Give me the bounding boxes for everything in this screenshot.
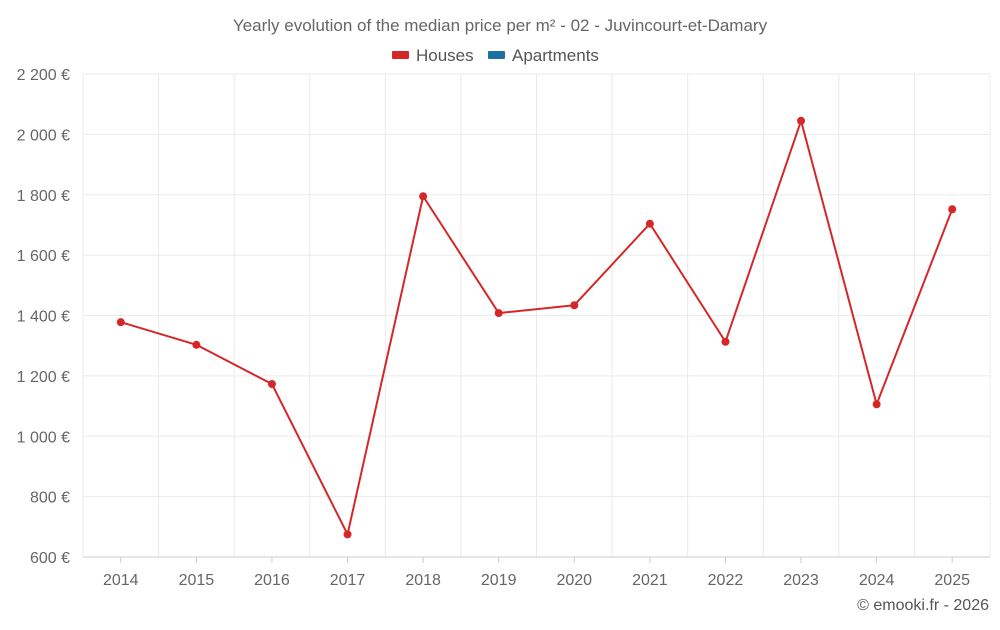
x-tick-label: 2023: [783, 572, 819, 589]
data-point-houses[interactable]: [797, 116, 806, 125]
x-tick-label: 2025: [934, 572, 970, 589]
y-tick-label: 800 €: [30, 490, 70, 507]
data-point-houses[interactable]: [948, 205, 957, 214]
data-point-houses[interactable]: [721, 337, 730, 346]
x-tick-label: 2024: [859, 572, 895, 589]
credit-text: © emooki.fr - 2026: [857, 597, 989, 614]
legend-label-apartments: Apartments: [512, 46, 599, 65]
x-tick-label: 2015: [179, 572, 215, 589]
y-tick-label: 600 €: [30, 550, 70, 567]
x-tick-label: 2017: [330, 572, 366, 589]
x-tick-label: 2020: [556, 572, 592, 589]
legend-item-houses[interactable]: Houses: [392, 46, 474, 65]
data-point-houses[interactable]: [494, 309, 503, 318]
data-point-houses[interactable]: [192, 340, 201, 349]
legend-swatch-houses: [392, 51, 409, 59]
data-point-houses[interactable]: [570, 301, 579, 310]
y-tick-label: 1 800 €: [17, 188, 70, 205]
chart-title: Yearly evolution of the median price per…: [233, 16, 768, 35]
legend-label-houses: Houses: [416, 46, 474, 65]
y-tick-label: 2 200 €: [17, 67, 70, 84]
grid: [82, 73, 991, 558]
y-tick-label: 1 600 €: [17, 248, 70, 265]
x-tick-label: 2014: [103, 572, 139, 589]
data-point-houses[interactable]: [645, 219, 654, 228]
series-layer: [116, 116, 957, 539]
x-tick-label: 2018: [405, 572, 441, 589]
data-point-houses[interactable]: [267, 380, 276, 389]
y-axis: 600 € 800 € 1 000 € 1 200 € 1 400 € 1 600 € 1 …: [17, 67, 70, 567]
x-tick-label: 2019: [481, 572, 517, 589]
y-tick-label: 2 000 €: [17, 127, 70, 144]
x-tick-label: 2016: [254, 572, 290, 589]
legend-swatch-apartments: [488, 51, 505, 59]
legend: Houses Apartments: [392, 46, 599, 65]
x-tick-label: 2022: [708, 572, 744, 589]
data-point-houses[interactable]: [419, 192, 428, 201]
data-point-houses[interactable]: [116, 318, 125, 327]
series-line-houses: [120, 119, 954, 536]
y-tick-label: 1 400 €: [17, 309, 70, 326]
x-tick-label: 2021: [632, 572, 668, 589]
legend-item-apartments[interactable]: Apartments: [488, 46, 599, 65]
y-tick-label: 1 200 €: [17, 369, 70, 386]
x-axis: 2014 2015 2016 2017 2018 2019 2020 2021 2022 2023…: [83, 556, 990, 589]
y-tick-label: 1 000 €: [17, 429, 70, 446]
data-point-houses[interactable]: [343, 530, 352, 539]
data-point-houses[interactable]: [872, 400, 881, 409]
